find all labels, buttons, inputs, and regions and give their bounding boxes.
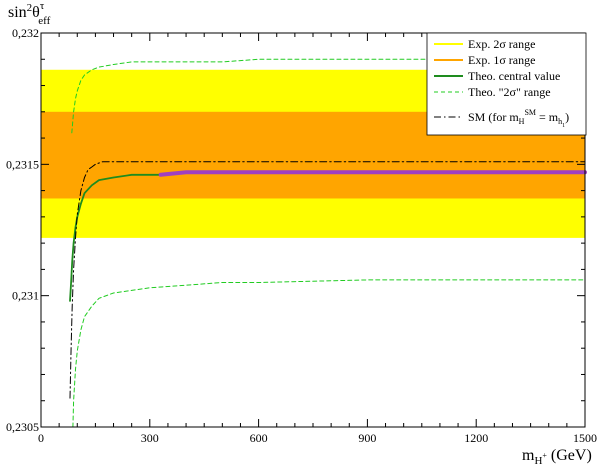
x-axis-label-sub: H <box>534 455 542 467</box>
x-tick-label: 1200 <box>464 431 488 445</box>
x-axis-label-base: m <box>522 447 535 464</box>
legend-label-theo-2sigma: Theo. "2σ" range <box>468 85 551 99</box>
x-tick-label: 1500 <box>573 431 597 445</box>
y-tick-label: 0,2315 <box>6 157 39 171</box>
y-axis-label-eff: eff <box>38 15 50 27</box>
legend-label-exp-1sigma: Exp. 1σ range <box>468 53 535 67</box>
x-tick-label: 600 <box>250 431 268 445</box>
y-axis-label-base: sin <box>8 4 27 21</box>
x-tick-label: 0 <box>38 431 44 445</box>
series-line-3 <box>69 161 586 399</box>
legend-label-sm: SM (for mHSM = mh1) <box>468 108 569 129</box>
series-line-2 <box>72 279 586 428</box>
series-line-4 <box>158 170 587 177</box>
legend-sm-sub2b: 1 <box>562 123 565 129</box>
legend-sm-sub1: H <box>519 117 525 126</box>
legend-box <box>426 32 587 136</box>
y-axis-label-theta: θ <box>32 4 40 21</box>
y-axis-label-tau: τ <box>40 0 45 12</box>
legend-keys <box>434 43 463 118</box>
x-axis-label: mH+ (GeV) <box>522 447 592 467</box>
legend-label-exp-2sigma: Exp. 2σ range <box>468 37 535 51</box>
y-axis-label: sin2θτ eff <box>8 0 51 27</box>
legend-sm-post: ) <box>565 110 569 124</box>
tick-labels: 0 300 600 900 1200 1500 0,2305 0,231 0,2315 0,232 <box>6 26 597 445</box>
x-axis-label-subsup: + <box>542 451 547 460</box>
y-axis-label-sup: 2 <box>27 2 33 14</box>
x-tick-label: 300 <box>141 431 159 445</box>
x-axis-label-unit: (GeV) <box>547 447 592 464</box>
legend-sm-pre: SM (for m <box>468 110 519 124</box>
series-lines <box>69 58 587 428</box>
legend-sm-mid: = m <box>536 110 559 124</box>
series-line-1 <box>71 58 586 134</box>
legend: Exp. 2σ range Exp. 1σ range Theo. centra… <box>426 32 587 136</box>
y-tick-label: 0,231 <box>12 289 39 303</box>
x-tick-label: 900 <box>358 431 376 445</box>
y-tick-label: 0,2305 <box>6 420 39 434</box>
legend-sm-sub2: h <box>558 117 562 126</box>
legend-sm-sup1: SM <box>524 108 536 117</box>
legend-label-theo-central: Theo. central value <box>468 69 560 83</box>
y-tick-label: 0,232 <box>12 26 39 40</box>
